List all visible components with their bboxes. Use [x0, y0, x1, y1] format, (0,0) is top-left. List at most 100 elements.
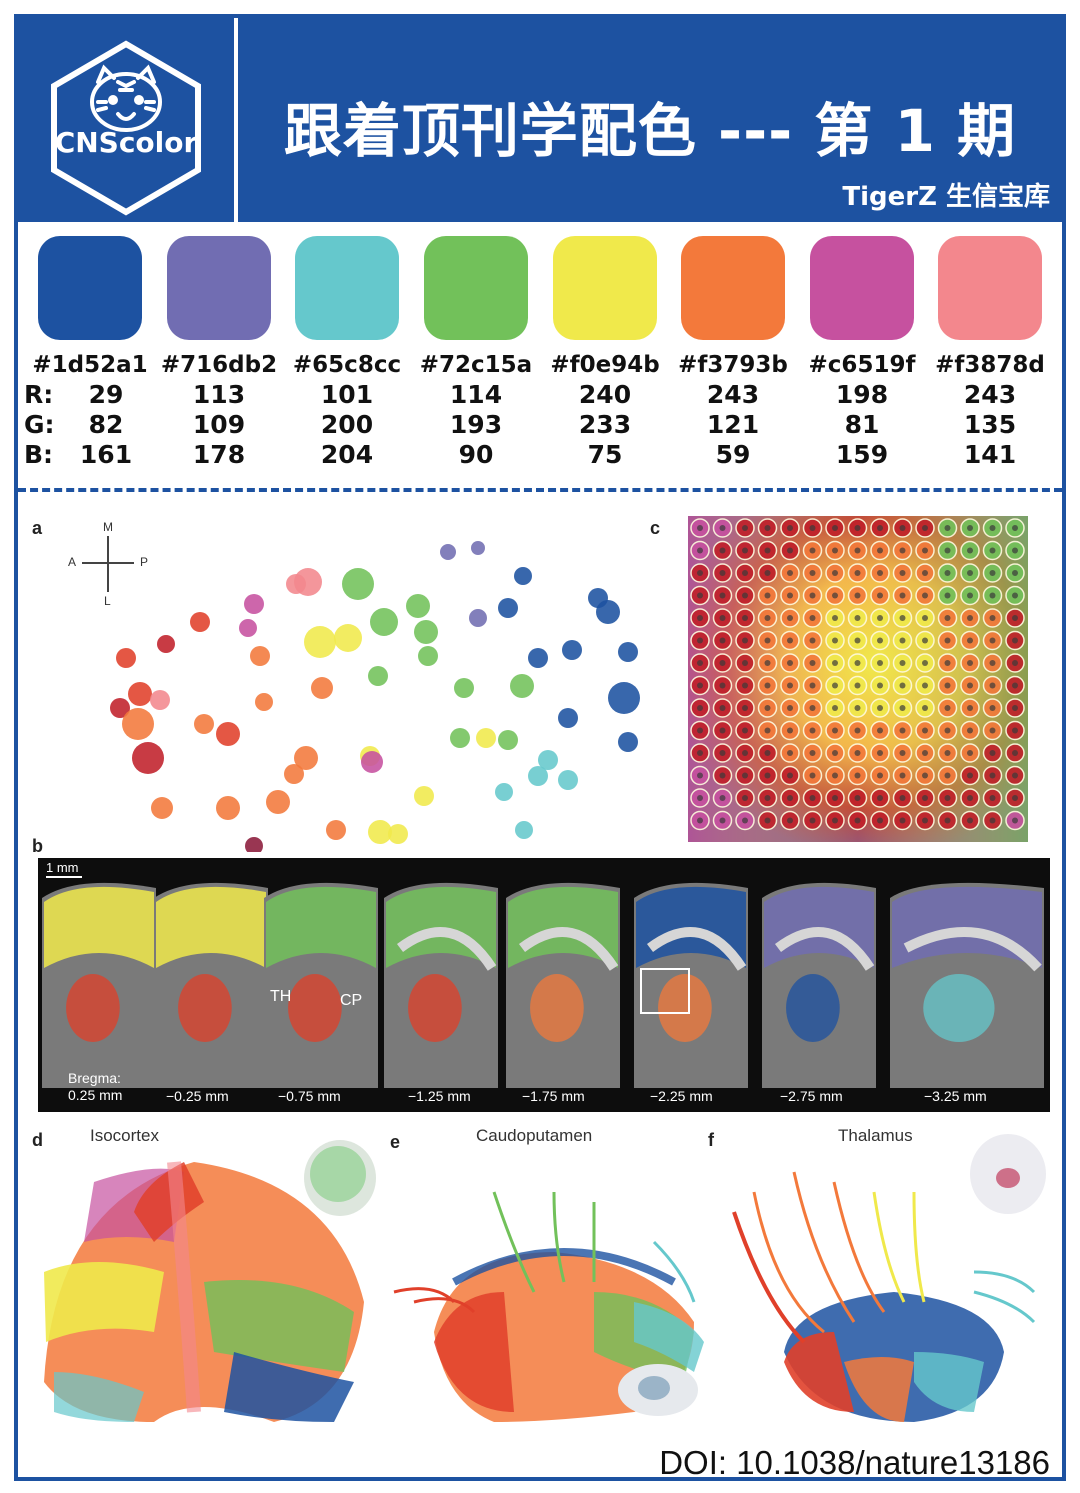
grid-ring-core: [697, 817, 703, 824]
subcortical-projection: [530, 974, 584, 1042]
grid-ring-core: [809, 795, 816, 801]
injection-site-dot: [596, 600, 620, 624]
coronal-sections-strip: 1 mm TH CP Bregma: 0.25 mm −0.25 mm −0.7…: [38, 858, 1050, 1112]
grid-ring-core: [787, 660, 793, 666]
section-label-8: −3.25 mm: [924, 1088, 987, 1104]
grid-ring-core: [764, 570, 771, 576]
grid-ring-core: [742, 637, 748, 644]
grid-ring-core: [967, 660, 973, 666]
grid-ring-core: [967, 615, 973, 621]
hippocampus: [518, 927, 619, 971]
grid-ring-core: [967, 817, 973, 824]
subcortical-projection: [66, 974, 120, 1042]
grid-ring-core: [899, 525, 906, 531]
grid-ring-core: [877, 727, 883, 734]
grid-ring-core: [697, 705, 703, 711]
b-value-8: 141: [963, 440, 1017, 469]
grid-ring-core: [809, 547, 816, 554]
grid-ring-core: [787, 570, 793, 576]
grid-ring-core: [944, 795, 951, 801]
grid-ring-core: [787, 592, 793, 599]
hex-3: #65c8cc: [292, 352, 402, 378]
grid-ring-core: [697, 637, 703, 644]
subcortical-projection: [658, 974, 712, 1042]
grid-ring-core: [719, 817, 726, 824]
grid-ring-core: [967, 592, 973, 599]
subcortical-projection: [923, 974, 995, 1042]
grid-ring-core: [854, 817, 861, 824]
grid-ring-core: [989, 817, 996, 824]
injection-site-dot: [250, 646, 270, 666]
grid-ring-core: [989, 682, 996, 689]
grid-ring-core: [899, 570, 906, 576]
grid-ring-core: [989, 615, 996, 621]
g-value-2: 109: [192, 410, 246, 439]
grid-ring-core: [832, 570, 838, 576]
tiger-icon: [90, 64, 162, 132]
injection-site-dot: [388, 824, 408, 844]
grid-ring-core: [899, 592, 906, 599]
grid-ring-core: [742, 547, 748, 554]
grid-ring-core: [922, 682, 928, 689]
injection-site-dot: [326, 820, 346, 840]
grid-ring-core: [899, 547, 906, 554]
hexagon-logo-icon: [51, 40, 201, 216]
grid-ring-core: [1012, 727, 1018, 734]
injection-site-dot: [132, 742, 164, 774]
r-value-3: 101: [320, 380, 374, 409]
grid-ring-core: [697, 682, 703, 689]
grid-ring-core: [764, 750, 771, 756]
grid-ring-core: [832, 817, 838, 824]
cortex-projection: [156, 886, 266, 968]
hex-4: #72c15a: [419, 352, 533, 378]
grid-ring-core: [854, 795, 861, 801]
r-value-7: 198: [835, 380, 889, 409]
grid-ring-core: [787, 682, 793, 689]
page-title: 跟着顶刊学配色 --- 第 1 期: [283, 97, 1017, 165]
g-value-1: 82: [88, 410, 124, 439]
injection-site-dot: [334, 624, 362, 652]
grid-ring-core: [967, 570, 973, 576]
grid-ring-core: [944, 615, 951, 621]
grid-ring-core: [1012, 615, 1018, 621]
grid-ring-core: [719, 547, 726, 554]
b-value-6: 59: [715, 440, 751, 469]
panel-title-thalamus: Thalamus: [838, 1126, 913, 1145]
panel-label-c: c: [650, 518, 661, 538]
grid-ring-core: [719, 795, 726, 801]
grid-ring-core: [922, 705, 928, 711]
hex-5: #f0e94b: [550, 352, 660, 378]
grid-ring-core: [742, 615, 748, 621]
grid-ring-core: [764, 525, 771, 531]
grid-ring-core: [854, 637, 861, 644]
grid-ring-core: [809, 660, 816, 666]
grid-ring-core: [944, 660, 951, 666]
grid-ring-core: [989, 637, 996, 644]
compass-p: P: [140, 555, 149, 569]
grid-ring-core: [1012, 592, 1018, 599]
injection-site-dot: [266, 790, 290, 814]
grid-ring-core: [787, 817, 793, 824]
grid-ring-core: [787, 705, 793, 711]
grid-ring-core: [832, 727, 838, 734]
grid-ring-core: [1012, 795, 1018, 801]
grid-ring-core: [719, 660, 726, 666]
grid-ring-core: [697, 525, 703, 531]
grid-ring-core: [967, 772, 973, 779]
injection-site-dot: [498, 598, 518, 618]
grid-ring-core: [697, 570, 703, 576]
grid-ring-core: [944, 547, 951, 554]
injection-site-dot: [608, 682, 640, 714]
cortex-projection: [266, 886, 376, 968]
grid-ring-core: [854, 682, 861, 689]
grid-ring-core: [787, 615, 793, 621]
injection-site-dot: [255, 693, 273, 711]
dashed-divider: [18, 488, 1062, 492]
grid-ring-core: [787, 750, 793, 756]
grid-ring-core: [719, 592, 726, 599]
grid-ring-core: [877, 682, 883, 689]
grid-ring-core: [854, 570, 861, 576]
grid-ring-core: [764, 547, 771, 554]
grid-ring-core: [922, 592, 928, 599]
b-value-3: 204: [320, 440, 374, 469]
